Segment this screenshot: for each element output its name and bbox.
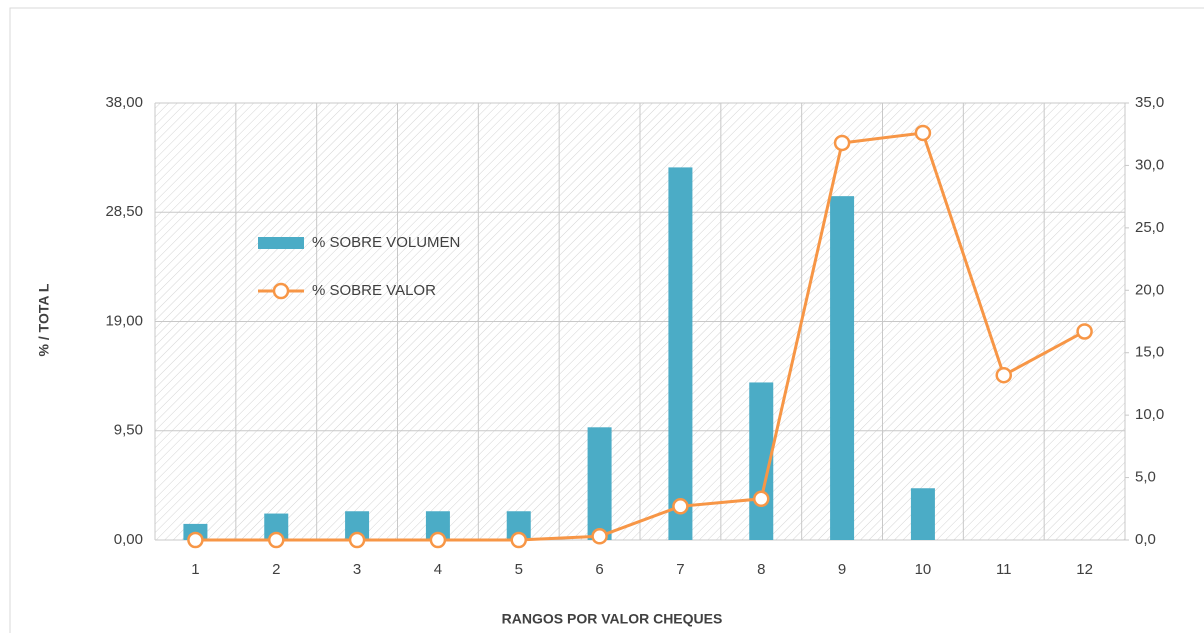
legend-label: % SOBRE VALOR — [312, 282, 436, 299]
x-tick-label: 8 — [757, 561, 765, 578]
x-tick-label: 10 — [915, 561, 932, 578]
y-tick-label: 9,50 — [114, 422, 143, 439]
line-point — [510, 531, 527, 549]
legend-label: % SOBRE VOLUMEN — [312, 234, 460, 251]
y2-tick-label: 5,0 — [1135, 469, 1156, 486]
line-point — [187, 531, 204, 549]
x-tick-label: 12 — [1076, 561, 1093, 578]
x-tick-label: 6 — [595, 561, 603, 578]
x-tick-label: 1 — [191, 561, 199, 578]
line-point — [591, 528, 608, 545]
legend-swatch — [258, 237, 304, 249]
y-tick-label: 0,00 — [114, 531, 143, 548]
bar — [830, 196, 855, 540]
y2-tick-label: 30,0 — [1135, 156, 1164, 173]
y2-tick-label: 15,0 — [1135, 344, 1164, 361]
y2-tick-label: 10,0 — [1135, 406, 1164, 423]
y2-tick-label: 35,0 — [1135, 94, 1164, 111]
x-tick-label: 2 — [272, 561, 280, 578]
y-tick-label: 38,00 — [105, 94, 143, 111]
line-point — [995, 366, 1012, 384]
x-tick-label: 11 — [996, 561, 1012, 578]
line — [195, 131, 1086, 542]
x-tick-label: 9 — [838, 561, 846, 578]
legend-marker — [272, 282, 290, 300]
line-point — [1076, 323, 1093, 340]
line-point — [672, 498, 689, 515]
y-axis-label: % / TOTA L — [36, 283, 52, 356]
line-point — [429, 531, 447, 549]
x-tick-label: 4 — [434, 561, 442, 578]
bar — [668, 167, 693, 540]
x-tick-label: 5 — [515, 561, 523, 578]
y-tick-label: 28,50 — [105, 203, 143, 220]
y2-tick-label: 20,0 — [1135, 281, 1164, 298]
x-tick-label: 3 — [353, 561, 361, 578]
y-tick-label: 19,00 — [105, 312, 143, 329]
line-point — [348, 531, 366, 549]
y2-tick-label: 25,0 — [1135, 219, 1164, 236]
y2-tick-label: 0,0 — [1135, 531, 1156, 548]
line-point — [753, 490, 770, 508]
bar — [587, 427, 612, 540]
line-point — [914, 124, 932, 142]
line-point — [268, 531, 285, 549]
x-tick-label: 7 — [676, 561, 684, 578]
bar — [910, 488, 935, 540]
line-point — [833, 134, 851, 152]
x-axis-label: RANGOS POR VALOR CHEQUES — [502, 611, 723, 627]
